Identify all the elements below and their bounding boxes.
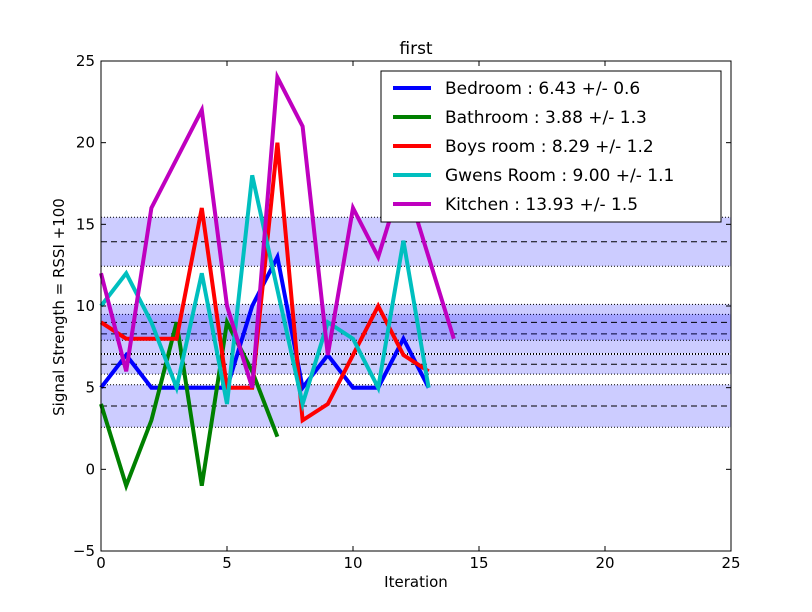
legend-label-bedroom: Bedroom : 6.43 +/- 0.6 (445, 79, 640, 99)
legend-box (380, 70, 722, 223)
y-tick-label: 5 (85, 379, 95, 397)
x-axis: 0 5 10 15 20 25 (96, 61, 741, 572)
x-tick-label: 0 (96, 554, 106, 572)
legend: Bedroom : 6.43 +/- 0.6 Bathroom : 3.88 +/… (380, 70, 722, 223)
series-line-bathroom (99, 315, 280, 492)
x-tick-label: 20 (595, 554, 614, 572)
y-tick-label: 25 (76, 52, 95, 70)
y-tick-label: 15 (76, 215, 95, 233)
legend-label-bathroom: Bathroom : 3.88 +/- 1.3 (445, 108, 647, 128)
legend-label-gwens-room: Gwens Room : 9.00 +/- 1.1 (445, 166, 674, 186)
x-tick-label: 25 (721, 554, 740, 572)
y-axis: −5 0 5 10 15 20 25 (73, 52, 731, 560)
chart-title: first (399, 39, 433, 59)
legend-label-kitchen: Kitchen : 13.93 +/- 1.5 (445, 195, 638, 215)
x-tick-label: 5 (222, 554, 232, 572)
x-tick-label: 10 (343, 554, 362, 572)
x-tick-label: 15 (469, 554, 488, 572)
y-axis-label: Signal Strength = RSSI +100 (50, 198, 68, 416)
y-tick-label: 20 (76, 134, 95, 152)
x-axis-label: Iteration (384, 573, 448, 591)
y-tick-label: 10 (76, 297, 95, 315)
y-tick-label: 0 (85, 460, 95, 478)
y-tick-label: −5 (73, 542, 95, 560)
legend-label-boys-room: Boys room : 8.29 +/- 1.2 (445, 137, 654, 157)
